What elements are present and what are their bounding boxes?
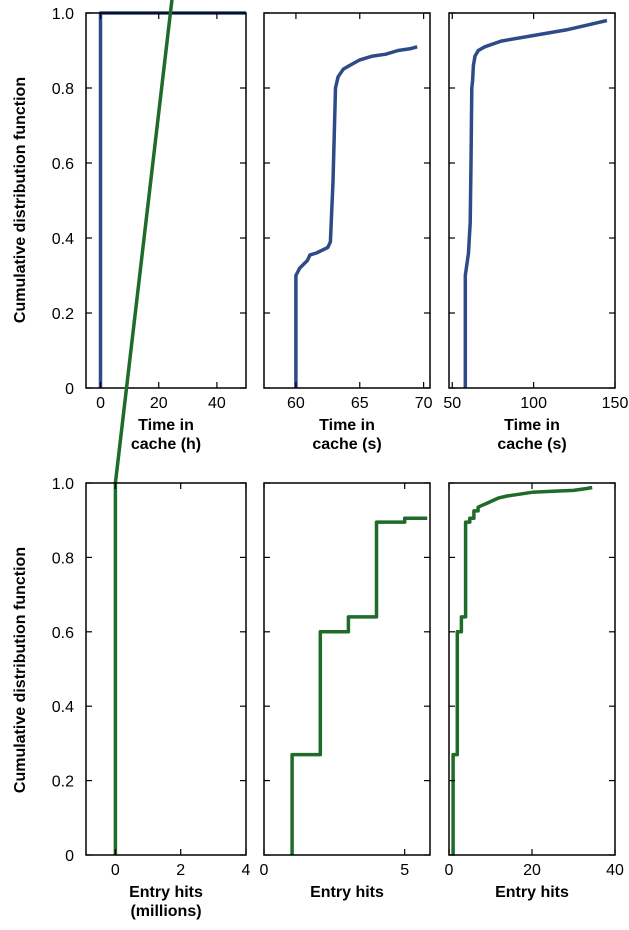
x-tick-label: 150 [602, 395, 629, 412]
panel-3-cdf-line [463, 18, 608, 388]
x-tick-label: 60 [287, 395, 305, 412]
x-tick-label: 0 [96, 395, 105, 412]
x-tick-label: 70 [415, 395, 433, 412]
y-tick-label: 0.6 [52, 625, 74, 642]
panel-6-cdf-line [451, 485, 593, 855]
panel-6-frame [448, 482, 616, 856]
panel-1-cdf-line [98, 11, 246, 388]
x-tick-label: 2 [176, 862, 185, 879]
x-tick-label: 5 [400, 862, 409, 879]
panel-3-frame [448, 12, 616, 389]
panel-1-frame [85, 12, 247, 389]
x-tick-label: 20 [150, 395, 168, 412]
row2-ylabel: Cumulative distribution function [12, 547, 29, 793]
x-axis-label: Entry hits [129, 884, 203, 901]
y-tick-label: 1.0 [52, 6, 74, 23]
x-tick-label: 40 [606, 862, 624, 879]
x-axis-label: Time in [319, 417, 375, 434]
y-tick-label: 0 [65, 381, 74, 398]
y-tick-label: 0.4 [52, 231, 74, 248]
panel-2-cdf-line [294, 45, 418, 388]
x-tick-label: 50 [443, 395, 461, 412]
row1-ylabel: Cumulative distribution function [12, 77, 29, 323]
y-tick-label: 0.4 [52, 699, 74, 716]
x-axis-label: cache (s) [312, 436, 381, 453]
panel-3: 50 100 150 Time in cache (s) [443, 12, 629, 453]
x-axis-label: Time in [504, 417, 560, 434]
y-tick-label: 1.0 [52, 476, 74, 493]
panel-5: 0 5 Entry hits [260, 482, 431, 901]
y-tick-label: 0.2 [52, 774, 74, 791]
x-tick-label: 20 [523, 862, 541, 879]
panel-2-frame [263, 12, 431, 389]
y-tick-label: 0.8 [52, 81, 74, 98]
x-tick-label: 4 [242, 862, 251, 879]
x-axis-label: cache (s) [497, 436, 566, 453]
x-axis-label: (millions) [130, 903, 201, 920]
panel-6: 0 20 40 Entry hits [445, 482, 624, 901]
x-tick-label: 100 [520, 395, 547, 412]
panel-4-frame [85, 482, 247, 856]
panel-1: 0 20 40 0 0.2 0.4 0.6 0.8 1.0 Time in cache (h) [52, 6, 247, 453]
y-tick-label: 0.6 [52, 156, 74, 173]
x-axis-label: Entry hits [310, 884, 384, 901]
x-tick-label: 0 [111, 862, 120, 879]
x-tick-label: 0 [260, 862, 269, 879]
x-axis-label: cache (h) [131, 436, 201, 453]
x-tick-label: 40 [208, 395, 226, 412]
y-tick-label: 0.2 [52, 306, 74, 323]
y-tick-label: 0.8 [52, 550, 74, 567]
panel-5-frame [263, 482, 431, 856]
panel-5-cdf-line [290, 516, 428, 855]
x-axis-label: Entry hits [495, 884, 569, 901]
x-tick-label: 65 [351, 395, 369, 412]
y-tick-label: 0 [65, 848, 74, 865]
x-tick-label: 0 [445, 862, 454, 879]
x-axis-label: Time in [138, 417, 194, 434]
panel-2: 60 65 70 Time in cache (s) [263, 12, 433, 453]
